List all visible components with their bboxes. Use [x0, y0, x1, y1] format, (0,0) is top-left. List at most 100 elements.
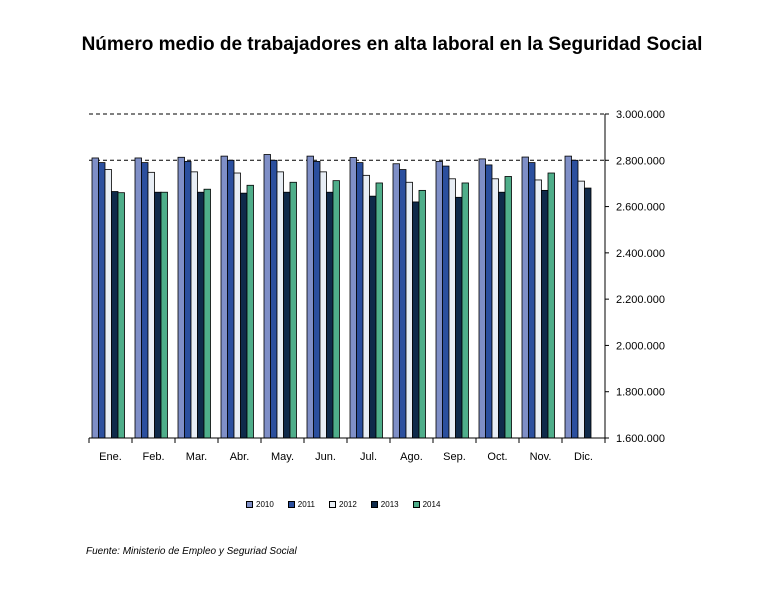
legend-swatch-2012: [329, 501, 336, 508]
category-label-0: Ene.: [99, 451, 122, 463]
y-tick-label-3: 2.200.000: [616, 294, 665, 306]
bar-2010-8: [435, 161, 443, 439]
bar-2010-7: [392, 163, 400, 439]
bar-2014-6: [375, 182, 383, 439]
legend-item-2014: 2014: [412, 500, 441, 509]
legend: 2010 2011 2012 2013 2014: [246, 500, 440, 509]
bar-2013-7: [412, 201, 420, 439]
bar-2010-3: [220, 155, 228, 439]
bar-2010-2: [177, 156, 185, 439]
bar-2010-1: [134, 157, 142, 439]
bar-2010-11: [564, 155, 572, 439]
bar-2012-0: [104, 169, 112, 439]
bar-2011-11: [571, 159, 579, 439]
chart-title: Número medio de trabajadores en alta lab…: [81, 34, 703, 55]
y-tick-label-1: 1.800.000: [616, 387, 665, 399]
bar-2011-4: [270, 159, 278, 439]
bar-2013-5: [326, 191, 334, 439]
y-tick-label-7: 3.000.000: [616, 109, 665, 121]
bar-2012-4: [276, 171, 284, 439]
y-tick-label-6: 2.800.000: [616, 155, 665, 167]
source-note: Fuente: Ministerio de Empleo y Seguriad …: [86, 546, 297, 557]
bar-2014-8: [461, 182, 469, 439]
legend-swatch-2011: [287, 501, 295, 508]
category-label-11: Dic.: [574, 451, 593, 463]
bar-2013-8: [455, 196, 463, 439]
bar-2013-10: [541, 189, 549, 439]
legend-label-2013: 2013: [380, 500, 399, 509]
bar-2011-5: [313, 161, 321, 439]
category-label-10: Nov.: [530, 451, 552, 463]
bar-2010-6: [349, 157, 357, 439]
y-axis-ticks: 1.600.000 1.800.000 2.000.000 2.200.000 2.40…: [605, 109, 665, 445]
category-label-2: Mar.: [186, 451, 207, 463]
legend-swatch-2014: [412, 501, 420, 508]
bar-2014-5: [332, 180, 340, 439]
legend-item-2011: 2011: [287, 500, 315, 509]
category-label-8: Sep.: [443, 451, 466, 463]
bar-2012-2: [190, 171, 198, 439]
legend-item-2012: 2012: [329, 500, 357, 509]
bar-2010-10: [521, 156, 529, 439]
bar-2011-2: [184, 161, 192, 439]
legend-item-2010: 2010: [246, 500, 274, 509]
legend-label-2014: 2014: [422, 500, 441, 509]
bar-2014-10: [547, 172, 555, 439]
bar-2011-0: [98, 162, 106, 439]
bar-2011-9: [485, 164, 493, 439]
bar-2014-3: [246, 184, 254, 439]
bar-2012-7: [405, 181, 413, 439]
bar-2014-7: [418, 189, 426, 439]
axes: [88, 114, 606, 443]
legend-swatch-2013: [370, 501, 378, 508]
bar-2011-3: [227, 159, 235, 439]
bar-2012-3: [233, 172, 241, 439]
category-label-1: Feb.: [142, 451, 164, 463]
bar-2013-3: [240, 192, 248, 439]
bar-2012-11: [577, 180, 585, 439]
bar-2011-7: [399, 169, 407, 439]
x-axis-categories: Ene. Feb. Mar. Abr. May. Jun. Jul. Ago. Sep. Oct.…: [99, 451, 593, 463]
legend-label-2010: 2010: [256, 500, 274, 509]
bar-2014-2: [203, 188, 211, 439]
bar-2012-1: [147, 171, 155, 439]
bar-2014-4: [289, 181, 297, 439]
bar-2014-9: [504, 176, 512, 439]
legend-label-2012: 2012: [339, 500, 357, 509]
bar-2011-1: [141, 162, 149, 439]
category-label-3: Abr.: [230, 451, 250, 463]
legend-swatch-2010: [246, 501, 253, 508]
legend-label-2011: 2011: [297, 500, 315, 509]
legend-item-2013: 2013: [370, 500, 399, 509]
bar-2012-10: [534, 179, 542, 439]
bar-2012-6: [362, 174, 370, 439]
y-tick-label-4: 2.400.000: [616, 248, 665, 260]
bar-2011-10: [528, 162, 536, 439]
bar-2012-5: [319, 171, 327, 439]
bar-2013-9: [498, 191, 506, 439]
bar-2013-11: [584, 187, 592, 439]
category-label-4: May.: [271, 451, 294, 463]
bar-2010-9: [478, 158, 486, 439]
gridlines: [89, 113, 605, 161]
category-label-7: Ago.: [400, 451, 423, 463]
y-tick-label-5: 2.600.000: [616, 202, 665, 214]
bar-2014-0: [117, 192, 125, 439]
y-tick-label-0: 1.600.000: [616, 433, 665, 445]
bar-2013-6: [369, 195, 377, 439]
bar-2014-1: [160, 191, 168, 439]
category-label-9: Oct.: [487, 451, 507, 463]
bar-2010-4: [263, 154, 271, 439]
bar-2012-9: [491, 178, 499, 439]
bar-2010-0: [91, 157, 99, 439]
bar-2013-1: [154, 191, 162, 439]
bars: [91, 154, 592, 439]
category-label-6: Jul.: [360, 451, 377, 463]
bar-2013-2: [197, 191, 205, 439]
bar-2011-8: [442, 165, 450, 439]
category-label-5: Jun.: [315, 451, 336, 463]
bar-2013-4: [283, 191, 291, 439]
bar-2010-5: [306, 155, 314, 439]
y-tick-label-2: 2.000.000: [616, 340, 665, 352]
